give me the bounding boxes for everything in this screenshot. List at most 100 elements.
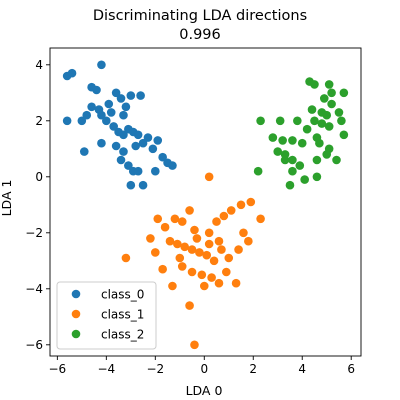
- point-class_2: [312, 172, 322, 182]
- point-class_1: [204, 228, 214, 238]
- x-tick-label: 4: [298, 362, 306, 376]
- x-axis-label: LDA 0: [186, 383, 223, 398]
- point-class_0: [97, 138, 106, 148]
- x-tick-label: −6: [48, 362, 66, 376]
- point-class_1: [190, 340, 199, 350]
- point-class_0: [67, 68, 77, 78]
- legend-box: [56, 281, 157, 350]
- point-class_2: [310, 116, 319, 126]
- point-class_0: [119, 110, 128, 120]
- legend-label-class_0: class_0: [101, 287, 144, 301]
- point-class_0: [124, 161, 133, 170]
- y-axis-label: LDA 1: [0, 180, 14, 217]
- point-class_2: [285, 180, 295, 190]
- point-class_0: [116, 94, 126, 103]
- point-class_2: [275, 116, 285, 126]
- point-class_2: [268, 133, 278, 142]
- point-class_0: [111, 141, 121, 151]
- point-class_2: [288, 166, 297, 176]
- point-class_0: [138, 180, 148, 190]
- point-class_0: [126, 180, 136, 190]
- legend: class_0 class_1 class_2: [56, 281, 157, 350]
- point-class_1: [185, 206, 194, 215]
- y-tick-label: 2: [35, 114, 43, 128]
- axes-frame: [49, 47, 362, 357]
- chart-title: Discriminating LDA directions: [93, 8, 307, 24]
- point-class_0: [109, 122, 118, 131]
- point-class_0: [136, 91, 145, 100]
- point-class_2: [295, 161, 305, 170]
- point-class_0: [106, 108, 116, 117]
- legend-marker-class_0: [71, 289, 81, 299]
- point-class_1: [165, 236, 175, 246]
- point-class_2: [280, 150, 290, 159]
- point-class_1: [246, 197, 256, 207]
- data-points: [62, 60, 349, 350]
- point-class_1: [236, 200, 246, 210]
- point-class_0: [126, 91, 136, 100]
- point-class_2: [312, 155, 322, 165]
- point-class_1: [231, 278, 241, 288]
- point-class_0: [111, 88, 121, 98]
- axis-ticks: −6 −4 −2 0 2 4 6 −6 −4 −2 0 2 4: [25, 58, 355, 376]
- point-class_0: [104, 99, 114, 109]
- legend-marker-class_1: [71, 309, 81, 319]
- point-class_0: [97, 110, 106, 120]
- x-tick-label: −4: [97, 362, 115, 376]
- point-class_2: [253, 166, 263, 176]
- point-class_1: [158, 264, 167, 274]
- point-class_0: [102, 116, 111, 126]
- point-class_0: [133, 130, 143, 140]
- point-class_2: [322, 150, 332, 159]
- point-class_1: [153, 214, 163, 224]
- point-class_1: [187, 245, 197, 254]
- point-class_2: [324, 122, 334, 131]
- point-class_1: [175, 253, 185, 263]
- point-class_0: [168, 161, 177, 170]
- point-class_0: [131, 141, 141, 151]
- x-tick-label: −2: [146, 362, 164, 376]
- point-class_1: [197, 270, 207, 280]
- point-class_2: [337, 116, 346, 126]
- point-class_1: [214, 236, 224, 246]
- y-tick-label: −4: [25, 282, 43, 296]
- point-class_2: [317, 119, 327, 128]
- chart-subtitle: 0.996: [179, 27, 221, 43]
- point-class_1: [244, 236, 253, 246]
- point-class_0: [119, 130, 128, 140]
- point-class_1: [160, 222, 170, 232]
- point-class_2: [288, 155, 297, 165]
- point-class_0: [148, 144, 158, 154]
- point-class_0: [92, 85, 101, 95]
- point-class_0: [121, 102, 131, 112]
- point-class_2: [256, 116, 265, 126]
- point-class_0: [119, 147, 128, 156]
- point-class_1: [177, 217, 187, 226]
- legend-marker-class_2: [71, 329, 81, 339]
- point-class_2: [324, 80, 334, 89]
- point-class_1: [212, 217, 221, 226]
- point-class_1: [185, 301, 194, 310]
- point-class_1: [204, 239, 214, 249]
- point-class_1: [190, 225, 199, 235]
- y-tick-label: −6: [25, 338, 43, 352]
- point-class_2: [327, 99, 336, 109]
- point-class_1: [168, 281, 177, 291]
- point-class_0: [158, 152, 167, 162]
- point-class_1: [224, 253, 234, 263]
- point-class_1: [180, 242, 189, 252]
- point-class_1: [202, 250, 212, 260]
- x-tick-label: 6: [347, 362, 355, 376]
- point-class_2: [297, 138, 307, 148]
- legend-label-class_1: class_1: [101, 307, 144, 321]
- x-tick-label: 0: [200, 362, 208, 376]
- point-class_2: [293, 116, 302, 126]
- point-class_2: [322, 110, 332, 120]
- point-class_1: [222, 267, 231, 277]
- point-class_2: [319, 94, 329, 103]
- point-class_0: [87, 102, 96, 112]
- point-class_2: [273, 147, 283, 156]
- point-class_0: [143, 133, 153, 142]
- point-class_0: [153, 136, 163, 145]
- point-class_0: [151, 166, 160, 176]
